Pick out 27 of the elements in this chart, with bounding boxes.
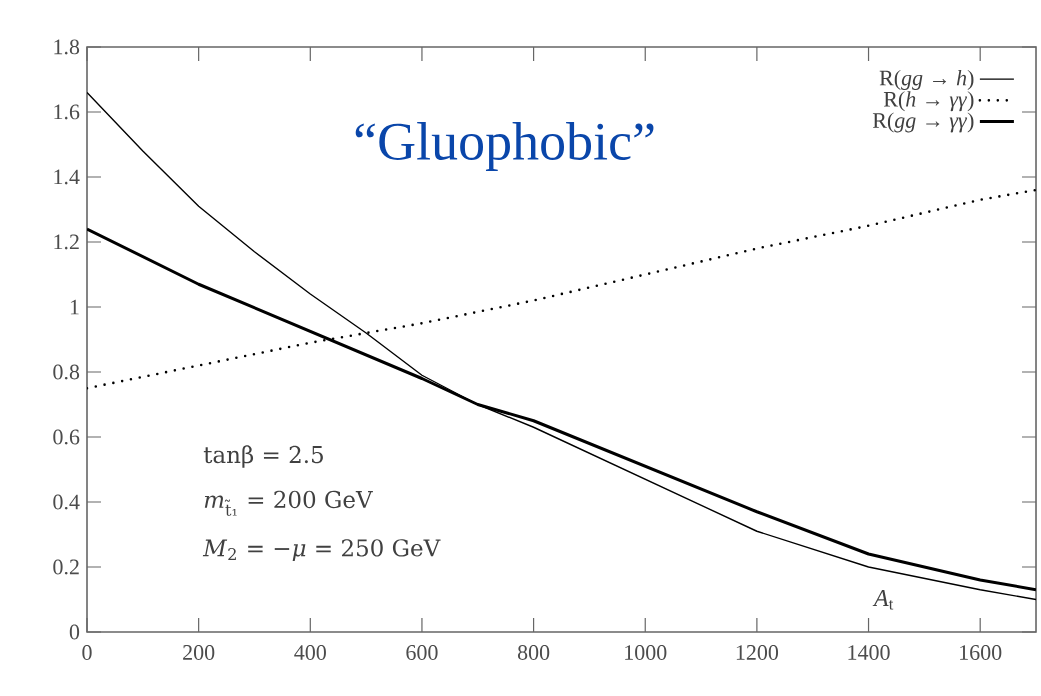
y-tick-label: 1.4 xyxy=(54,169,80,185)
y-tick-label: 0.6 xyxy=(53,429,80,445)
x-tick-label: 400 xyxy=(294,645,326,660)
text: “Gluophobic” xyxy=(355,121,654,171)
legend-label: R(h → γγ) xyxy=(883,91,974,112)
annotation: m$_{t̃₁}$ = 200 GeV xyxy=(204,490,373,516)
x-tick-label: 1400 xyxy=(848,645,890,660)
y-tick-label: 0 xyxy=(69,624,80,640)
y-tick-label: 0.8 xyxy=(53,364,80,380)
x-tick-label: 1200 xyxy=(736,645,779,660)
legend-label: R(gg → h) xyxy=(879,70,974,90)
x-tick-label: 1600 xyxy=(960,645,1002,660)
x-axis-title: A$_{t}$ xyxy=(872,590,894,610)
annotation: M$_{2}$ = −μ = 250 GeV xyxy=(202,539,441,562)
y-tick-label: 0.2 xyxy=(53,559,79,575)
y-tick-label: 1.2 xyxy=(54,234,79,250)
x-tick-label: 200 xyxy=(183,645,215,660)
x-tick-label: 600 xyxy=(406,645,438,660)
annotation: tanβ = 2.5 xyxy=(203,445,323,468)
x-tick-label: 0 xyxy=(82,645,92,660)
legend-label: R(gg → γγ) xyxy=(872,112,974,133)
x-tick-label: 1000 xyxy=(625,645,667,660)
y-tick-label: 1.8 xyxy=(54,39,80,55)
y-tick-label: 1.6 xyxy=(54,104,80,120)
y-tick-label: 0.4 xyxy=(53,494,80,510)
y-tick-label: 1 xyxy=(70,299,79,315)
x-tick-label: 800 xyxy=(517,645,550,660)
